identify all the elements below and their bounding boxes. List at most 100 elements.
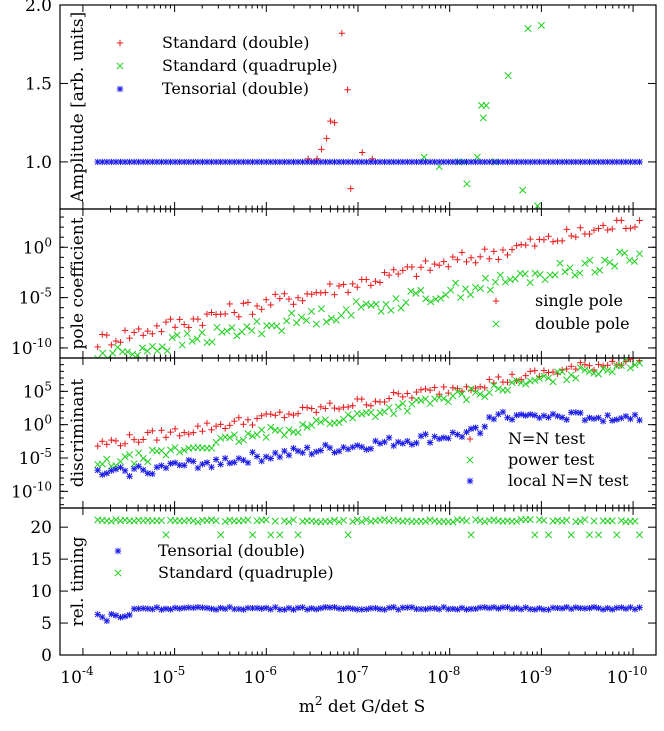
data-point xyxy=(385,517,393,525)
data-point xyxy=(173,331,181,339)
data-point xyxy=(327,314,335,322)
data-point xyxy=(130,436,138,443)
data-point xyxy=(390,442,397,449)
data-point xyxy=(426,439,434,446)
data-point xyxy=(549,368,557,376)
data-point xyxy=(344,403,352,411)
data-point xyxy=(431,260,438,268)
data-point xyxy=(135,449,143,457)
data-point xyxy=(537,21,545,29)
data-point xyxy=(613,531,621,539)
data-point xyxy=(481,274,489,282)
data-point xyxy=(331,404,338,412)
data-point xyxy=(531,376,539,384)
data-point xyxy=(508,605,516,613)
data-point xyxy=(394,403,402,411)
data-point xyxy=(604,412,611,419)
data-point xyxy=(568,363,575,370)
y-tick-label: 10 xyxy=(30,582,52,602)
data-point xyxy=(444,398,452,406)
data-point xyxy=(458,433,466,441)
data-point xyxy=(323,135,330,142)
data-point xyxy=(153,463,161,471)
data-point xyxy=(194,158,202,166)
data-point xyxy=(549,604,557,611)
data-point xyxy=(503,386,512,394)
data-point xyxy=(190,458,197,465)
data-point xyxy=(417,286,425,294)
data-point xyxy=(244,604,252,612)
data-point xyxy=(595,414,602,421)
data-point xyxy=(572,374,580,382)
data-point xyxy=(422,606,429,613)
data-point xyxy=(395,270,402,278)
panel-4: 0 5 10 15 20 rel. timing Tensorial (double) Sta… xyxy=(30,507,657,688)
data-point xyxy=(399,393,406,401)
data-point xyxy=(563,516,571,524)
data-point xyxy=(479,114,487,122)
data-point xyxy=(349,280,356,288)
data-point xyxy=(622,412,630,420)
data-point xyxy=(330,516,339,524)
data-point xyxy=(181,462,188,469)
data-point xyxy=(294,531,302,539)
data-point xyxy=(144,470,151,477)
data-point xyxy=(613,416,620,423)
data-point xyxy=(631,517,639,525)
data-point xyxy=(445,435,452,442)
data-point xyxy=(636,158,643,166)
legend-entry: N=N test xyxy=(508,429,586,448)
data-point xyxy=(554,516,562,524)
data-point xyxy=(440,158,447,166)
data-point xyxy=(114,343,122,352)
data-point xyxy=(194,464,202,472)
x-tick-label: 10-6 xyxy=(244,664,277,688)
data-point xyxy=(335,518,343,526)
data-point xyxy=(476,253,484,260)
data-point xyxy=(349,605,356,612)
data-point xyxy=(513,242,520,249)
data-point xyxy=(566,264,574,272)
data-point xyxy=(458,604,466,612)
data-point xyxy=(417,397,425,405)
data-point xyxy=(618,217,625,224)
data-point xyxy=(481,245,488,253)
data-point xyxy=(609,358,616,365)
data-point xyxy=(627,358,634,363)
data-point xyxy=(595,158,602,166)
data-point xyxy=(326,280,334,288)
data-point xyxy=(258,426,266,434)
data-point xyxy=(513,604,520,612)
data-point xyxy=(140,466,147,474)
data-point xyxy=(367,402,375,409)
data-point xyxy=(199,427,206,435)
data-point xyxy=(437,294,445,302)
data-point xyxy=(167,460,174,467)
data-point xyxy=(208,463,215,471)
data-point xyxy=(194,422,202,430)
data-point xyxy=(239,436,247,444)
data-point xyxy=(486,255,493,262)
data-point xyxy=(608,368,616,376)
data-point xyxy=(631,223,639,231)
data-point xyxy=(466,291,475,299)
data-point xyxy=(476,390,484,398)
y-tick-label: 10-10 xyxy=(11,336,52,359)
data-point xyxy=(181,321,188,328)
data-point xyxy=(240,158,247,166)
data-point xyxy=(504,379,511,386)
data-point xyxy=(390,410,398,418)
data-point xyxy=(99,331,106,338)
data-point xyxy=(327,117,334,125)
legend-entry: Standard (double) xyxy=(162,33,309,52)
data-point xyxy=(347,185,354,192)
legend: Standard (double) Standard (quadruple) Ten… xyxy=(116,33,338,98)
data-point xyxy=(198,328,206,337)
data-point xyxy=(390,516,398,524)
data-point xyxy=(590,415,598,422)
data-point xyxy=(377,307,385,315)
data-point xyxy=(243,323,251,331)
data-point xyxy=(571,271,579,279)
data-point xyxy=(130,158,138,166)
data-point xyxy=(558,368,566,376)
